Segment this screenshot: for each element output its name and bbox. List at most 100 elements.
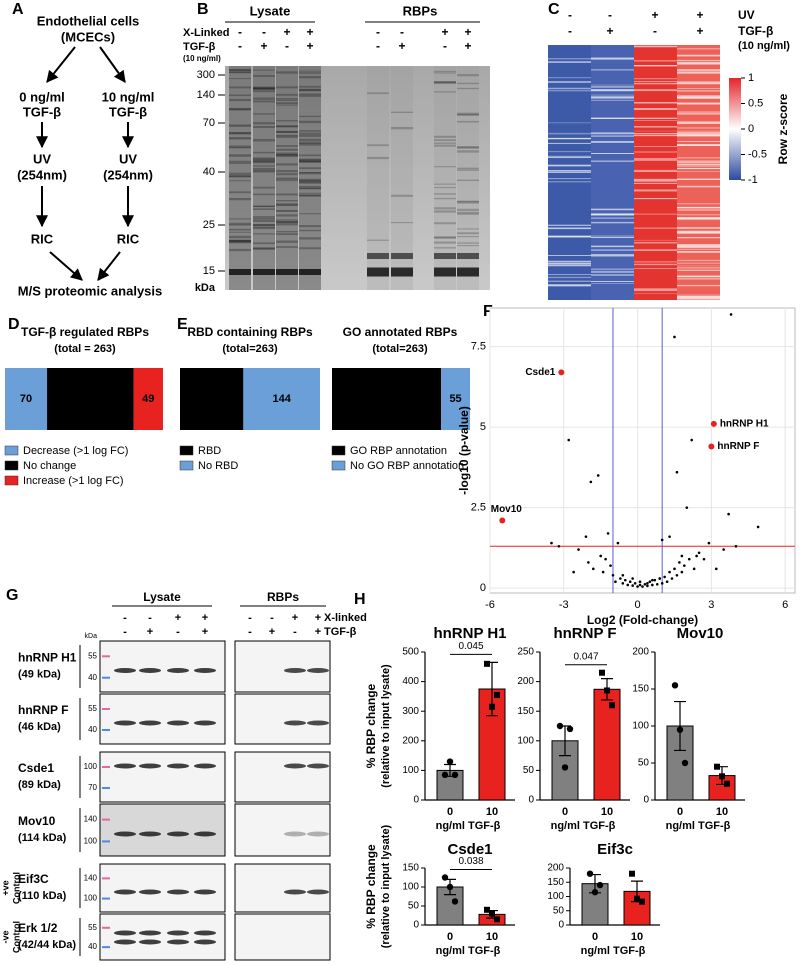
highlight-point bbox=[708, 443, 715, 450]
y-tick-label: 0 bbox=[480, 582, 486, 594]
data-point bbox=[441, 771, 449, 779]
sign: + bbox=[696, 24, 703, 38]
sign: + bbox=[696, 8, 703, 22]
marker-label: 40 bbox=[88, 673, 97, 682]
x-tick-label: 0 bbox=[635, 599, 641, 611]
label: TGF-β bbox=[324, 626, 357, 638]
x-axis-label: ng/ml TGF-β bbox=[436, 820, 501, 832]
blot-band bbox=[139, 668, 161, 673]
data-point bbox=[681, 759, 689, 767]
point bbox=[572, 570, 575, 574]
point bbox=[665, 580, 669, 584]
sign: + bbox=[202, 626, 208, 638]
y-axis-label: % RBP change bbox=[364, 844, 378, 929]
legend-label: No change bbox=[23, 460, 76, 472]
point bbox=[663, 575, 666, 579]
data-point bbox=[556, 722, 564, 730]
bar-segment bbox=[133, 368, 163, 430]
point bbox=[707, 541, 711, 545]
point bbox=[702, 557, 706, 561]
workflow-node: (MCECs) bbox=[61, 29, 115, 44]
marker-label: 70 bbox=[88, 783, 97, 792]
y-tick-label: 250 bbox=[517, 647, 534, 658]
chart-title: GO annotated RBPs bbox=[343, 325, 458, 339]
marker-label: 100 bbox=[84, 762, 98, 771]
blot-band bbox=[114, 763, 136, 769]
point bbox=[675, 470, 679, 474]
blot-band bbox=[139, 889, 161, 895]
point bbox=[692, 567, 696, 571]
y-tick-label: 100 bbox=[402, 765, 419, 776]
blot-band bbox=[284, 763, 306, 769]
group-header: Lysate bbox=[143, 590, 181, 604]
sign: + bbox=[315, 612, 321, 624]
y-tick-label: 400 bbox=[402, 676, 419, 687]
workflow-node: UV bbox=[119, 151, 137, 166]
blot-band bbox=[284, 720, 306, 726]
sign: - bbox=[376, 25, 380, 39]
sign: + bbox=[398, 39, 405, 53]
chart-title: Csde1 bbox=[447, 841, 492, 858]
value-label: 55 bbox=[449, 393, 461, 405]
sign: + bbox=[202, 612, 208, 624]
sign: - bbox=[568, 8, 572, 22]
blot bbox=[99, 751, 226, 803]
x-axis-label: ng/ml TGF-β bbox=[581, 945, 646, 957]
y-tick-label: 300 bbox=[402, 706, 419, 717]
data-point bbox=[604, 687, 610, 694]
legend-label: Decrease (>1 log FC) bbox=[23, 445, 128, 457]
marker-label: 55 bbox=[88, 704, 97, 713]
sign: + bbox=[464, 25, 471, 39]
x-tick-label: 0 bbox=[592, 931, 598, 943]
plot-area bbox=[489, 307, 796, 594]
blot-band bbox=[167, 831, 189, 837]
blot-band bbox=[139, 939, 161, 945]
arrow bbox=[97, 251, 121, 281]
y-tick-label: 0 bbox=[528, 795, 534, 806]
y-tick-label: 50 bbox=[523, 765, 535, 776]
y-tick-label: 200 bbox=[517, 676, 534, 687]
sign: - bbox=[653, 24, 657, 38]
point bbox=[714, 567, 718, 571]
data-point bbox=[586, 870, 594, 877]
y-tick-label: 100 bbox=[632, 721, 649, 732]
sign: + bbox=[441, 25, 448, 39]
bar-segment bbox=[441, 368, 470, 430]
point bbox=[673, 567, 676, 571]
sign: - bbox=[123, 612, 127, 624]
sign: - bbox=[262, 25, 266, 39]
panel-letter: H bbox=[354, 591, 366, 608]
data-point bbox=[494, 691, 500, 698]
blot bbox=[99, 803, 226, 857]
legend-swatch bbox=[4, 475, 19, 486]
bar bbox=[593, 688, 621, 801]
point bbox=[653, 578, 657, 582]
blot-band bbox=[114, 939, 136, 945]
data-point bbox=[489, 910, 495, 917]
data-point bbox=[484, 660, 490, 667]
protein-name: Csde1 bbox=[18, 761, 54, 775]
blot-band bbox=[194, 668, 216, 673]
legend-swatch bbox=[331, 445, 346, 456]
blot-band bbox=[167, 668, 189, 673]
marker-label: 40 bbox=[88, 725, 97, 734]
legend-swatch bbox=[179, 445, 194, 456]
protein-mass: (110 kDa) bbox=[18, 890, 67, 902]
y-tick-label: 5 bbox=[480, 421, 486, 433]
y-tick-label: 0 bbox=[413, 920, 419, 931]
protein-name: Erk 1/2 bbox=[18, 921, 58, 935]
data-point bbox=[446, 758, 454, 765]
value-label: 144 bbox=[272, 393, 291, 405]
blot bbox=[99, 693, 226, 745]
blot bbox=[99, 913, 226, 961]
marker-label: 40 bbox=[88, 942, 97, 951]
blot bbox=[234, 803, 331, 857]
sign: - bbox=[376, 39, 380, 53]
point bbox=[614, 580, 617, 584]
x-axis-label: ng/ml TGF-β bbox=[436, 945, 501, 957]
label: (10 ng/ml) bbox=[183, 54, 221, 63]
x-tick-label: 6 bbox=[782, 599, 788, 611]
label: TGF-β bbox=[738, 24, 773, 38]
colorbar-tick-label: 1 bbox=[748, 72, 754, 84]
blot-band bbox=[114, 668, 136, 673]
